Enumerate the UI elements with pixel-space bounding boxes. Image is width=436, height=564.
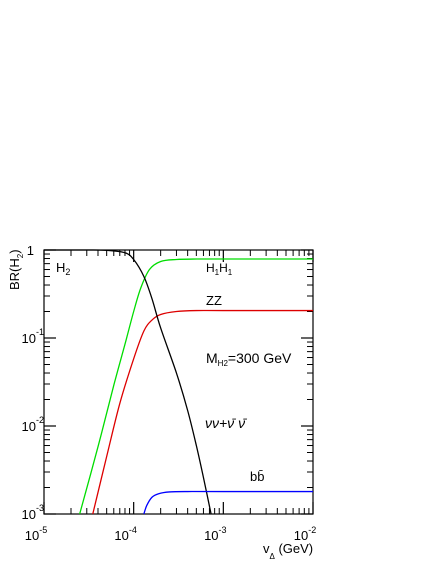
series-line-0	[79, 258, 313, 515]
x-tick-label: 10-3	[204, 525, 226, 543]
panel-label: H2	[56, 260, 70, 277]
series-line-1	[92, 309, 313, 515]
x-tick-label: 10-4	[114, 525, 136, 543]
major-ticks	[43, 249, 314, 515]
y-tick-label: 1	[27, 243, 34, 258]
y-tick-label: 10-2	[22, 415, 44, 434]
mass-annotation: MH2=300 GeV	[206, 350, 292, 368]
plot-frame	[43, 249, 314, 515]
y-tick-label: 10-3	[22, 503, 44, 522]
x-tick-label: 10-5	[25, 525, 47, 543]
series-label-nunu: νν+ν̄ ν̄	[205, 415, 247, 431]
x-tick-labels: 10-5 10-4 10-3 10-2	[25, 525, 316, 543]
y-axis-title: BR(H2)	[7, 249, 25, 290]
series-line-2	[43, 249, 212, 515]
series-layer	[43, 249, 313, 515]
series-label-h1h1: H1H1	[206, 261, 233, 277]
series-label-bb: bb̄	[250, 469, 264, 484]
y-tick-label: 10-1	[22, 327, 44, 346]
x-axis-title: vΔ (GeV)	[263, 541, 313, 561]
series-label-zz: ZZ	[206, 293, 222, 308]
x-tick-label: 10-2	[294, 525, 316, 543]
series-line-3	[143, 490, 313, 515]
minor-ticks	[44, 250, 313, 514]
y-tick-labels: 10-3 10-2 10-1 1	[22, 243, 44, 522]
